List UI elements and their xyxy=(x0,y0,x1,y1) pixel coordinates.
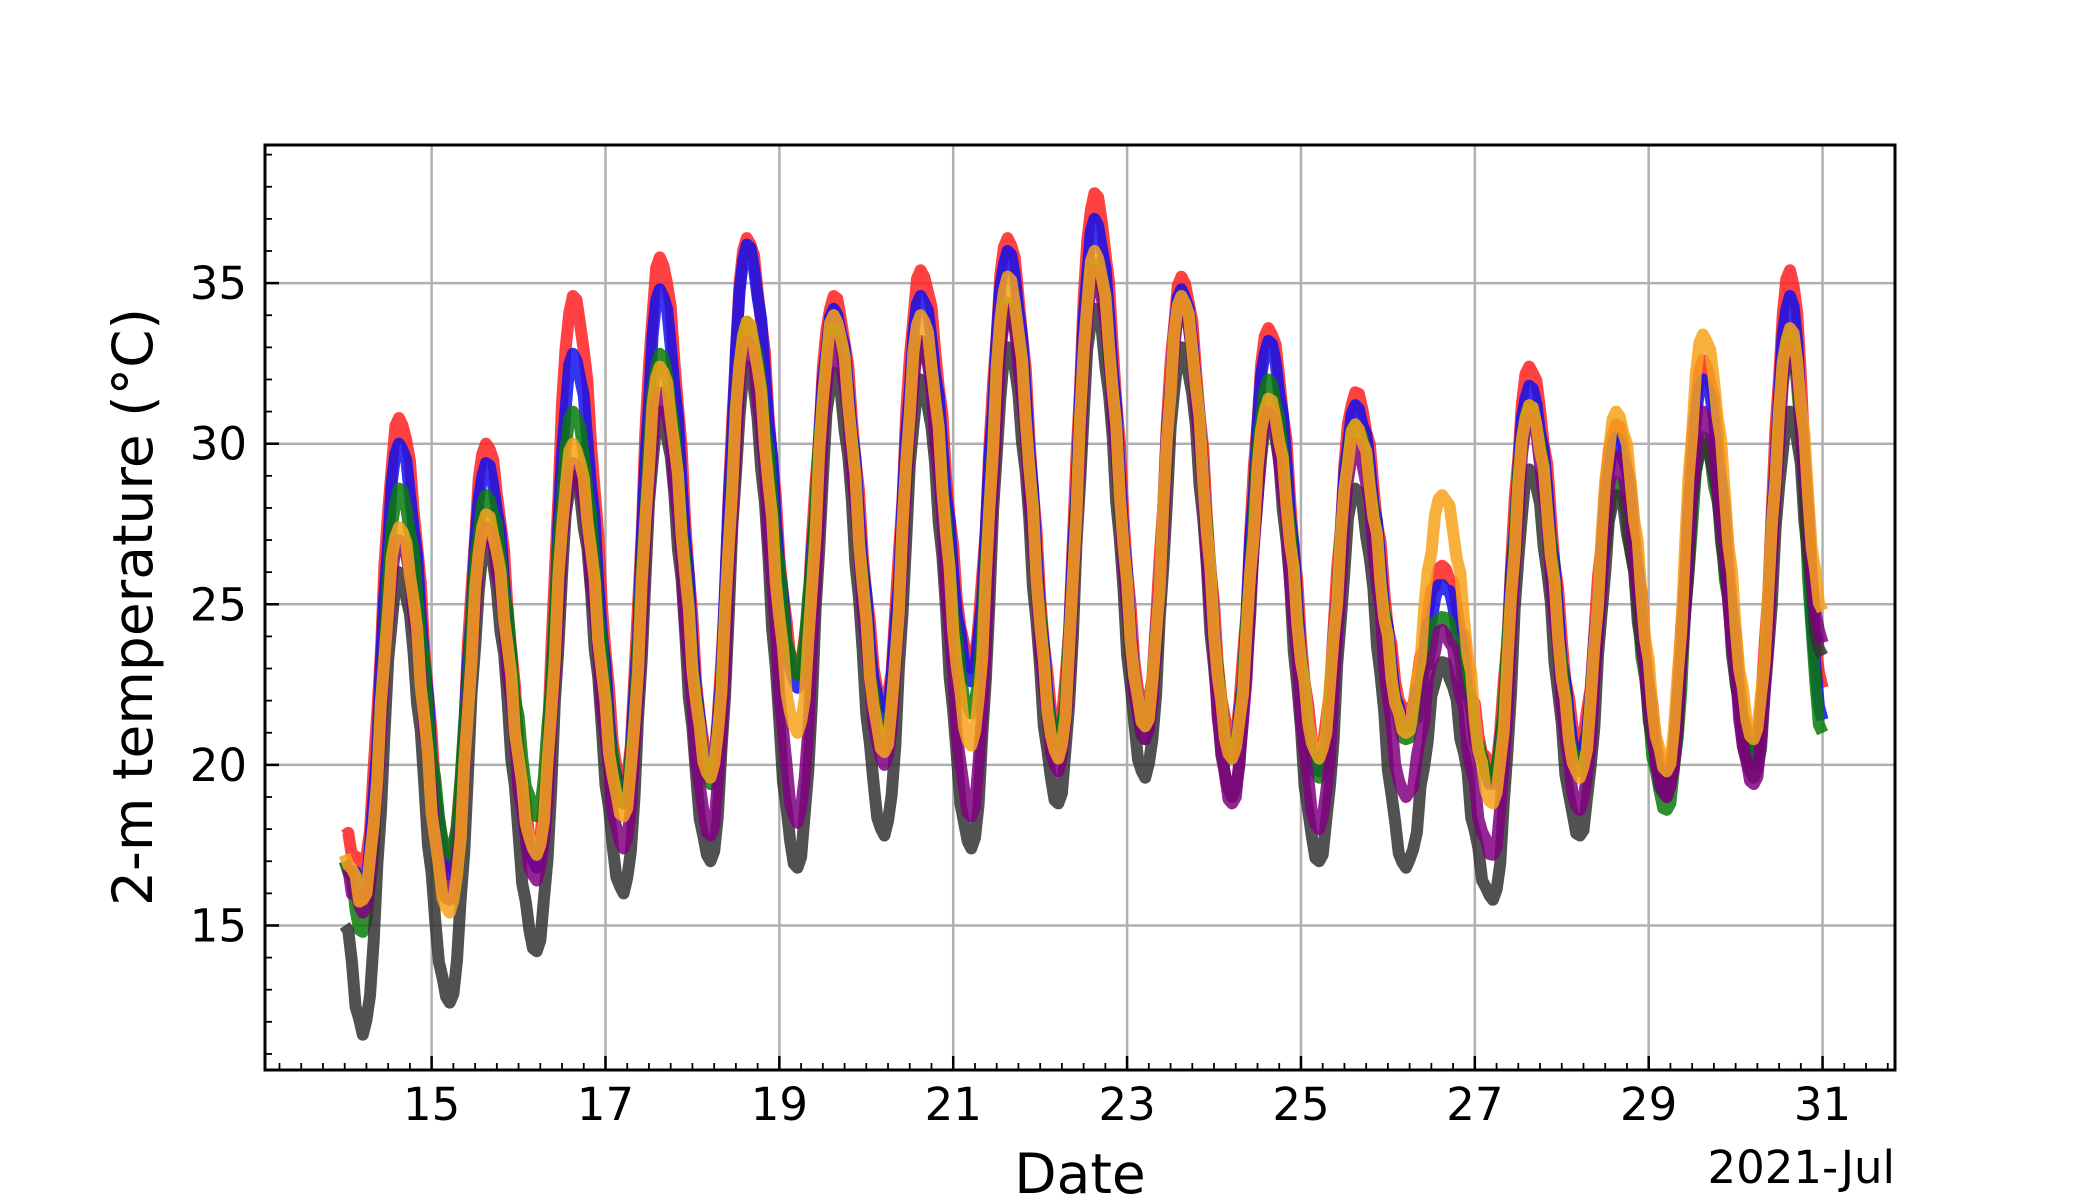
x-tick-label: 15 xyxy=(403,1078,460,1131)
y-axis-label: 2-m temperature (°C) xyxy=(101,308,165,906)
x-tick-label: 23 xyxy=(1098,1078,1155,1131)
axis-tick-labels: 15 17 19 21 23 25 27 29 31 15 20 25 30 35 xyxy=(190,257,1851,1131)
x-tick-label: 29 xyxy=(1620,1078,1677,1131)
x-tick-label: 17 xyxy=(577,1078,634,1131)
x-tick-label: 21 xyxy=(925,1078,982,1131)
x-tick-label: 25 xyxy=(1272,1078,1329,1131)
x-tick-label: 19 xyxy=(751,1078,808,1131)
y-tick-label: 35 xyxy=(190,257,247,310)
y-tick-label: 25 xyxy=(190,578,247,631)
x-axis-offset-label: 2021-Jul xyxy=(1707,1141,1895,1194)
y-tick-label: 20 xyxy=(190,739,247,792)
x-tick-label: 31 xyxy=(1794,1078,1851,1131)
plot-frame xyxy=(263,143,1897,1072)
x-axis-label: Date xyxy=(1014,1142,1145,1200)
series-lines xyxy=(338,187,1829,1041)
series-line xyxy=(339,245,1829,919)
x-tick-label: 27 xyxy=(1446,1078,1503,1131)
y-tick-label: 30 xyxy=(190,418,247,471)
y-tick-label: 15 xyxy=(190,899,247,952)
